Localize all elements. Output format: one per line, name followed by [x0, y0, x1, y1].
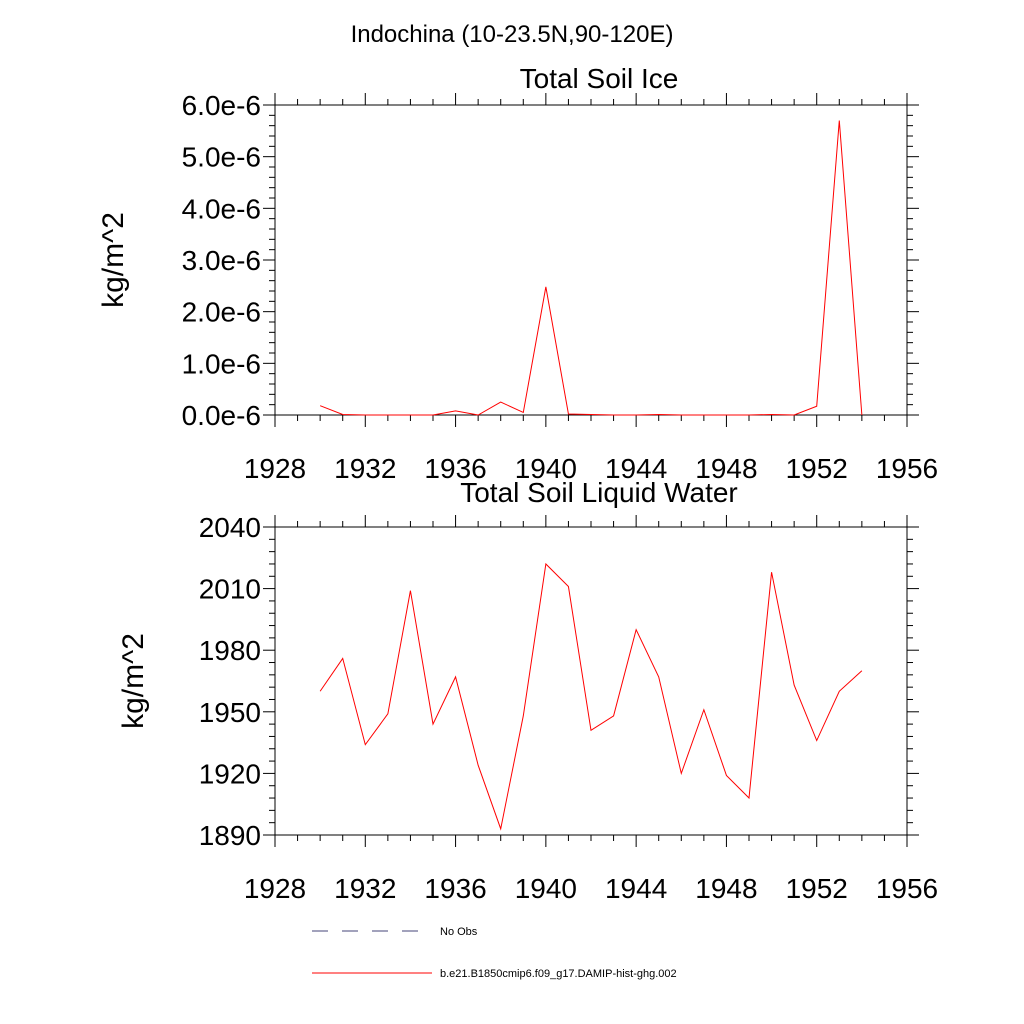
chart-title: Total Soil Liquid Water — [460, 477, 738, 508]
x-tick-label: 1952 — [786, 453, 848, 484]
chart-panels: Total Soil Ice 1928 1932 1936 1940 1944 1948 19… — [97, 63, 938, 904]
y-tick-label: 1.0e-6 — [182, 348, 261, 379]
x-tick-label: 1952 — [786, 873, 848, 904]
x-tick-label: 1928 — [244, 873, 306, 904]
x-tick-label: 1932 — [334, 873, 396, 904]
x-tick-label: 1936 — [424, 873, 486, 904]
y-tick-label: 3.0e-6 — [182, 245, 261, 276]
x-tick-label: 1948 — [695, 873, 757, 904]
y-tick-label: 1890 — [199, 820, 261, 851]
y-tick-label: 6.0e-6 — [182, 90, 261, 121]
x-tick-label: 1932 — [334, 453, 396, 484]
y-tick-label: 2.0e-6 — [182, 297, 261, 328]
y-tick-label: 1950 — [199, 697, 261, 728]
legend-no-obs-label: No Obs — [440, 926, 478, 938]
chart-panel-2: Total Soil Liquid Water 1928 1932 1936 1940 1… — [117, 477, 938, 904]
y-tick-label: 1980 — [199, 635, 261, 666]
x-tick-label: 1936 — [424, 453, 486, 484]
chart-title: Total Soil Ice — [520, 63, 679, 94]
x-tick-label: 1944 — [605, 453, 667, 484]
chart-panel-1: Total Soil Ice 1928 1932 1936 1940 1944 1948 19… — [97, 63, 938, 484]
y-tick-label: 0.0e-6 — [182, 400, 261, 431]
x-tick-label: 1948 — [695, 453, 757, 484]
x-tick-label: 1928 — [244, 453, 306, 484]
y-tick-label: 1920 — [199, 758, 261, 789]
x-tick-label: 1944 — [605, 873, 667, 904]
y-axis-label: kg/m^2 — [97, 212, 130, 308]
legend-model-label: b.e21.B1850cmip6.f09_g17.DAMIP-hist-ghg.… — [440, 968, 677, 980]
y-axis-label: kg/m^2 — [117, 633, 150, 729]
legend: No Obs b.e21.B1850cmip6.f09_g17.DAMIP-hi… — [312, 926, 677, 980]
figure-title: Indochina (10-23.5N,90-120E) — [351, 21, 674, 48]
y-tick-label: 5.0e-6 — [182, 142, 261, 173]
x-tick-label: 1940 — [515, 873, 577, 904]
y-tick-label: 2010 — [199, 574, 261, 605]
x-tick-label: 1956 — [876, 453, 938, 484]
x-tick-label: 1956 — [876, 873, 938, 904]
y-tick-label: 2040 — [199, 512, 261, 543]
x-tick-label: 1940 — [515, 453, 577, 484]
y-tick-label: 4.0e-6 — [182, 193, 261, 224]
